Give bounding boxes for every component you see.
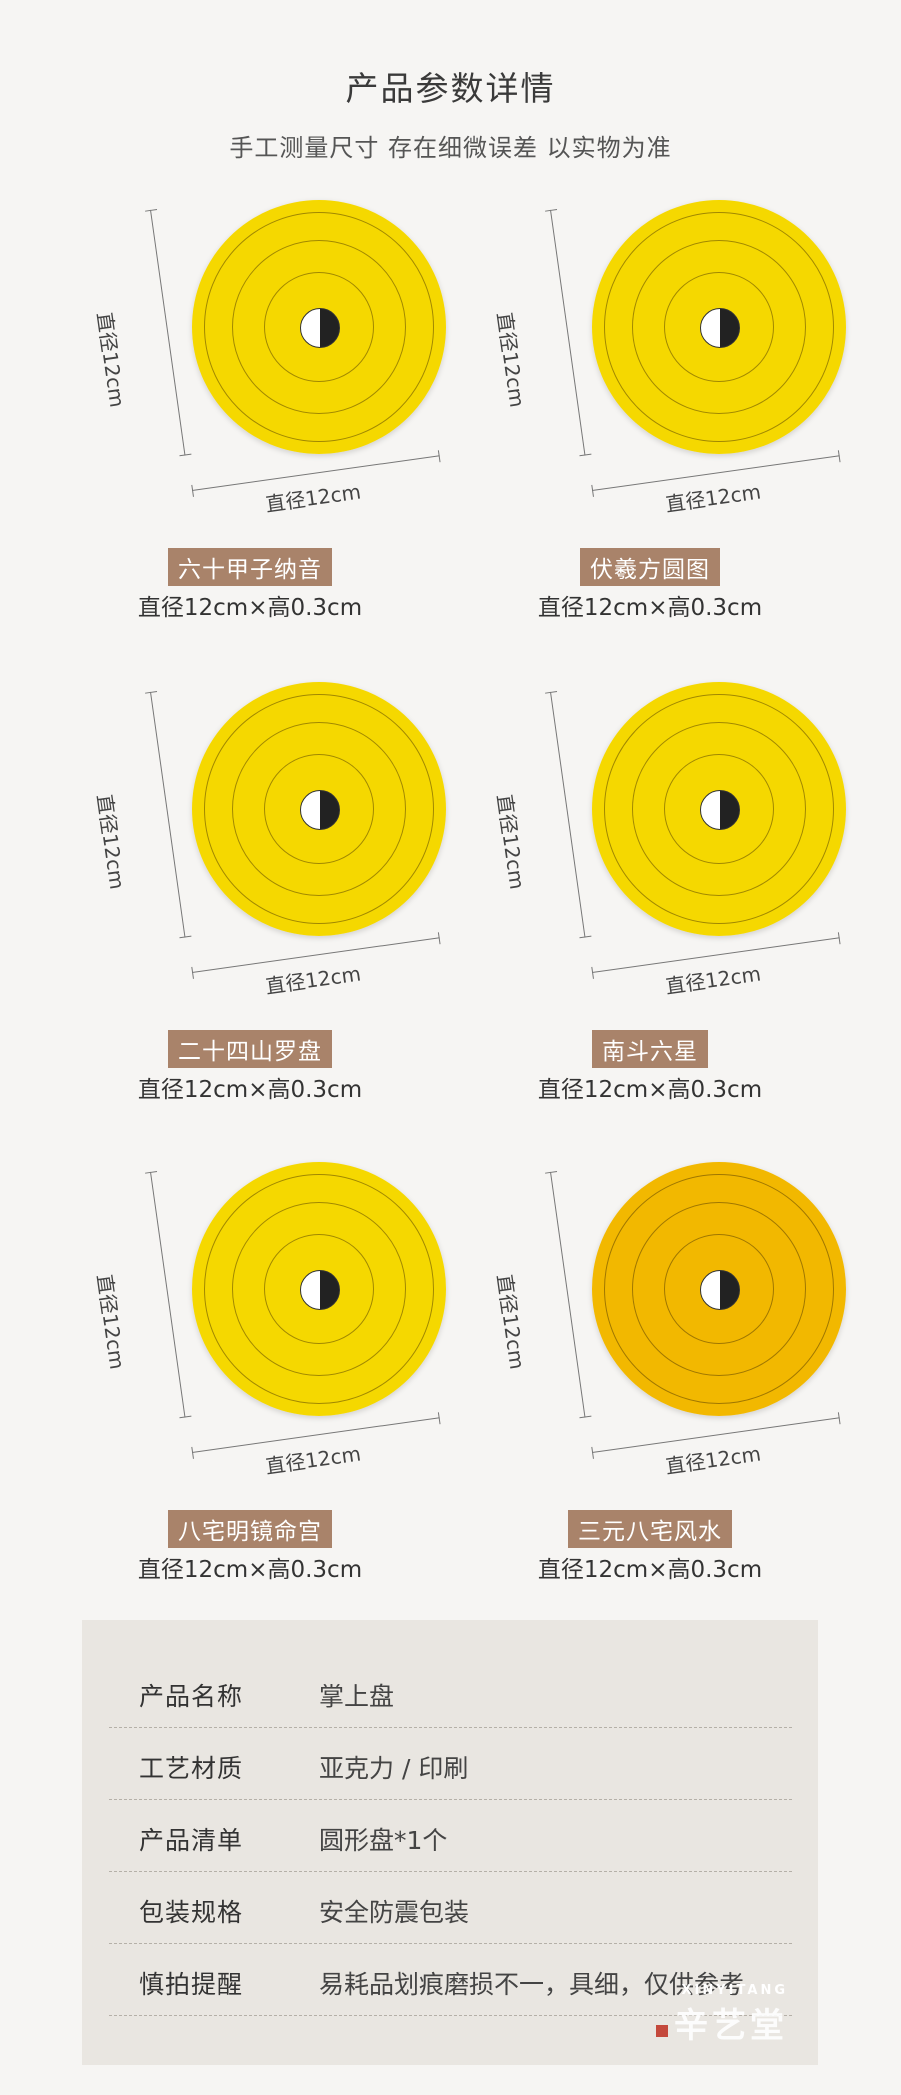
disc-figure: 直径12cm 直径12cm — [480, 200, 880, 530]
disc-ring — [232, 1202, 406, 1376]
row-value: 亚克力 / 印刷 — [319, 1754, 469, 1783]
table-row: 产品名称 掌上盘 — [109, 1655, 792, 1728]
row-value: 易耗品划痕磨损不一，具细，仅供参考 — [319, 1970, 745, 1999]
disc-ring — [264, 1234, 374, 1344]
product-spec: 直径12cm×高0.3cm — [137, 595, 363, 621]
row-key: 包装规格 — [139, 1898, 244, 1927]
row-value: 掌上盘 — [319, 1682, 395, 1711]
disc-figure: 直径12cm 直径12cm — [80, 1162, 480, 1492]
disc-ring — [264, 754, 374, 864]
vertical-dimension-line — [150, 690, 194, 938]
vertical-dimension-label: 直径12cm — [492, 1272, 530, 1371]
disc-ring — [664, 1234, 774, 1344]
page-title: 产品参数详情 — [345, 69, 556, 108]
row-key: 慎拍提醒 — [139, 1970, 244, 1999]
seal-icon — [656, 2025, 668, 2037]
product-spec: 直径12cm×高0.3cm — [537, 1077, 763, 1103]
disc-ring — [604, 212, 834, 442]
disc-ring — [264, 272, 374, 382]
product-spec: 直径12cm×高0.3cm — [537, 1557, 763, 1583]
vertical-dimension-line — [150, 1170, 194, 1418]
logo-cn: 辛艺堂 — [674, 2006, 788, 2046]
vertical-dimension-line — [550, 208, 594, 456]
product-card: 直径12cm 直径12cm 八宅明镜命宫 直径12cm×高0.3cm — [50, 1162, 450, 1602]
product-name-tag: 三元八宅风水 — [568, 1510, 732, 1548]
brand-logo: XINYITANG 辛艺堂 — [656, 1983, 788, 2047]
disc-ring — [632, 1202, 806, 1376]
yinyang-icon — [300, 308, 340, 348]
yinyang-icon — [300, 1270, 340, 1310]
product-name-tag: 南斗六星 — [592, 1030, 708, 1068]
disc-image — [592, 1162, 846, 1416]
vertical-dimension-line — [150, 208, 194, 456]
row-key: 工艺材质 — [139, 1754, 244, 1783]
product-spec: 直径12cm×高0.3cm — [137, 1077, 363, 1103]
yinyang-icon — [700, 308, 740, 348]
disc-ring — [604, 1174, 834, 1404]
product-name-tag: 二十四山罗盘 — [168, 1030, 332, 1068]
disc-figure: 直径12cm 直径12cm — [80, 682, 480, 1012]
product-spec: 直径12cm×高0.3cm — [137, 1557, 363, 1583]
disc-ring — [204, 212, 434, 442]
vertical-dimension-line — [550, 1170, 594, 1418]
disc-ring — [632, 722, 806, 896]
table-row: 慎拍提醒 易耗品划痕磨损不一，具细，仅供参考 — [109, 1943, 792, 2016]
table-row: 包装规格 安全防震包装 — [109, 1871, 792, 1944]
disc-image — [192, 1162, 446, 1416]
disc-figure: 直径12cm 直径12cm — [480, 682, 880, 1012]
product-card: 直径12cm 直径12cm 伏羲方圆图 直径12cm×高0.3cm — [450, 200, 850, 640]
disc-ring — [204, 1174, 434, 1404]
disc-ring — [232, 722, 406, 896]
disc-image — [592, 200, 846, 454]
disc-ring — [204, 694, 434, 924]
disc-ring — [664, 272, 774, 382]
vertical-dimension-line — [550, 690, 594, 938]
disc-ring — [632, 240, 806, 414]
page-subtitle: 手工测量尺寸 存在细微误差 以实物为准 — [229, 134, 672, 162]
vertical-dimension-label: 直径12cm — [92, 310, 130, 409]
vertical-dimension-label: 直径12cm — [92, 792, 130, 891]
product-spec: 直径12cm×高0.3cm — [537, 595, 763, 621]
product-name-tag: 六十甲子纳音 — [168, 548, 332, 586]
disc-figure: 直径12cm 直径12cm — [80, 200, 480, 530]
disc-ring — [604, 694, 834, 924]
product-card: 直径12cm 直径12cm 南斗六星 直径12cm×高0.3cm — [450, 682, 850, 1122]
disc-ring — [232, 240, 406, 414]
product-card: 直径12cm 直径12cm 三元八宅风水 直径12cm×高0.3cm — [450, 1162, 850, 1602]
product-card: 直径12cm 直径12cm 二十四山罗盘 直径12cm×高0.3cm — [50, 682, 450, 1122]
disc-image — [592, 682, 846, 936]
row-key: 产品名称 — [139, 1682, 244, 1711]
disc-image — [192, 682, 446, 936]
row-key: 产品清单 — [139, 1826, 244, 1855]
product-name-tag: 八宅明镜命宫 — [168, 1510, 332, 1548]
spec-table: 产品名称 掌上盘 工艺材质 亚克力 / 印刷 产品清单 圆形盘*1个 包装规格 安全防震… — [82, 1620, 818, 2065]
yinyang-icon — [700, 790, 740, 830]
vertical-dimension-label: 直径12cm — [92, 1272, 130, 1371]
disc-ring — [664, 754, 774, 864]
yinyang-icon — [700, 1270, 740, 1310]
vertical-dimension-label: 直径12cm — [492, 792, 530, 891]
disc-image — [192, 200, 446, 454]
table-row: 产品清单 圆形盘*1个 — [109, 1799, 792, 1872]
yinyang-icon — [300, 790, 340, 830]
disc-figure: 直径12cm 直径12cm — [480, 1162, 880, 1492]
product-card: 直径12cm 直径12cm 六十甲子纳音 直径12cm×高0.3cm — [50, 200, 450, 640]
logo-en: XINYITANG — [681, 1983, 788, 1998]
table-row: 工艺材质 亚克力 / 印刷 — [109, 1727, 792, 1800]
product-name-tag: 伏羲方圆图 — [580, 548, 720, 586]
row-value: 圆形盘*1个 — [319, 1826, 448, 1855]
row-value: 安全防震包装 — [319, 1898, 470, 1927]
vertical-dimension-label: 直径12cm — [492, 310, 530, 409]
